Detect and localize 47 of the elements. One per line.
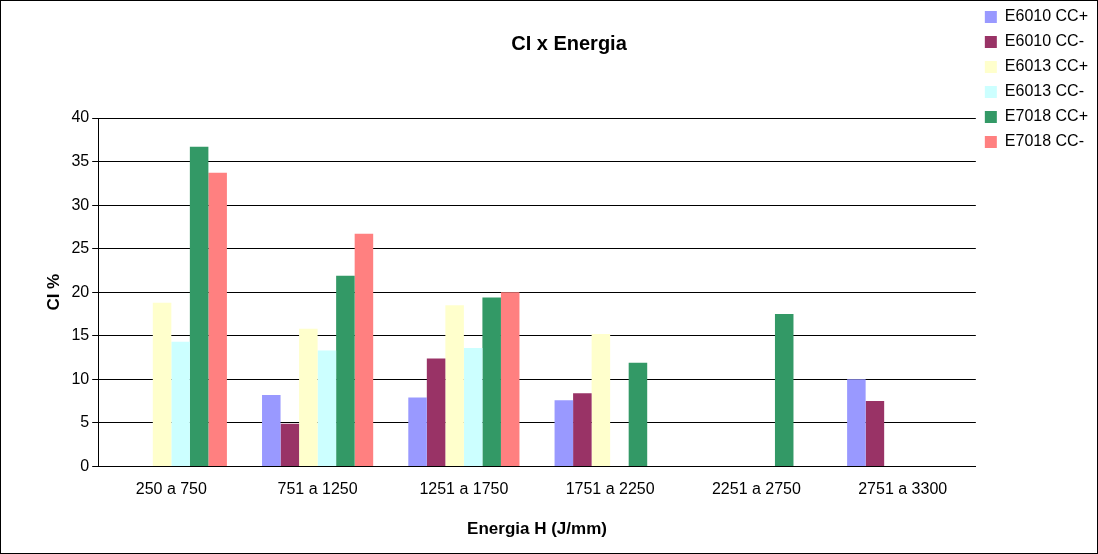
- bar: [573, 393, 592, 466]
- x-tick-label: 2751 a 3300: [858, 480, 948, 498]
- y-tick-label: 25: [71, 239, 90, 257]
- x-tick-label: 751 a 1250: [277, 480, 358, 498]
- bar: [463, 347, 483, 466]
- chart-title: CI x Energia: [511, 31, 628, 54]
- x-tick-label: 2251 a 2750: [711, 480, 802, 498]
- bar: [847, 379, 866, 466]
- legend-label: E7018 CC-: [1004, 132, 1084, 150]
- x-tick-label: 1751 a 2250: [565, 480, 655, 498]
- y-tick-label: 10: [71, 369, 90, 387]
- bar: [280, 423, 300, 466]
- y-tick-label: 20: [71, 282, 90, 300]
- legend-label: E6010 CC+: [1004, 7, 1089, 25]
- bar: [317, 350, 337, 466]
- legend-label: E6013 CC-: [1004, 82, 1084, 100]
- bar: [774, 313, 794, 466]
- y-tick-label: 15: [71, 326, 90, 344]
- bar: [591, 334, 611, 466]
- x-tick-label: 250 a 750: [135, 480, 208, 498]
- bar: [354, 233, 374, 466]
- y-tick-label: 0: [80, 456, 90, 474]
- y-tick-label: 35: [71, 151, 90, 169]
- bar: [408, 397, 427, 466]
- x-axis-title: Energia H (J/mm): [467, 519, 607, 539]
- bar: [482, 297, 501, 466]
- x-tick-label: 1251 a 1750: [419, 480, 509, 498]
- legend-label: E6010 CC-: [1004, 32, 1084, 50]
- bar: [554, 400, 574, 466]
- bar: [208, 172, 227, 466]
- y-axis-title: CI %: [43, 273, 63, 311]
- legend-label: E6013 CC+: [1004, 57, 1089, 75]
- y-tick-label: 30: [71, 195, 90, 213]
- bar: [426, 358, 446, 466]
- bar: [445, 305, 464, 466]
- bar: [189, 146, 209, 466]
- bar: [336, 275, 355, 466]
- bar: [171, 341, 190, 466]
- bar: [865, 401, 885, 466]
- y-tick-label: 40: [71, 108, 90, 126]
- bar: [152, 302, 172, 466]
- bar: [628, 362, 648, 466]
- legend-label: E7018 CC+: [1004, 107, 1089, 125]
- bar: [262, 394, 281, 466]
- bar: [500, 292, 520, 466]
- y-tick-label: 5: [80, 413, 90, 431]
- bar: [299, 328, 318, 466]
